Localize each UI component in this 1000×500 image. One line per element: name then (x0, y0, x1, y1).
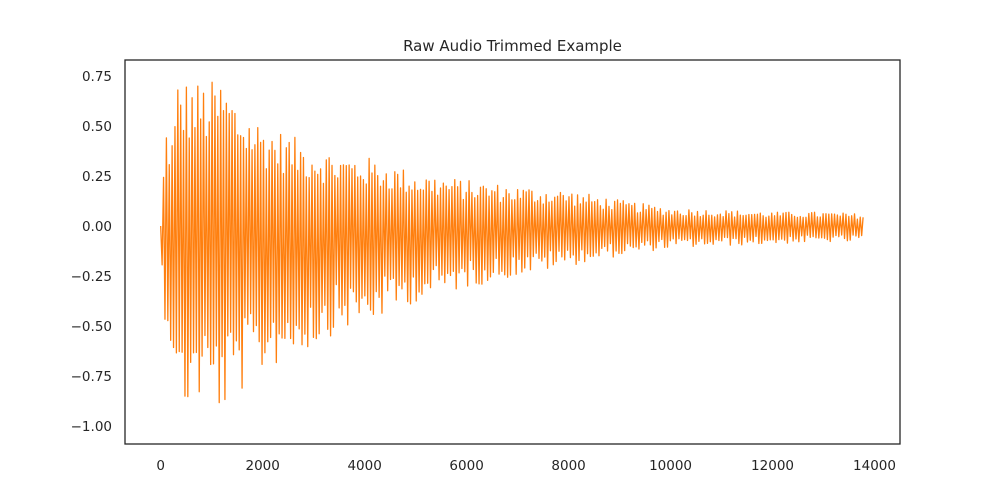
waveform-series-line (160, 81, 864, 404)
x-tick-label: 14000 (853, 458, 896, 474)
y-tick-label: −1.00 (71, 419, 112, 435)
x-tick-label: 2000 (245, 458, 279, 474)
y-tick-label: 0.50 (82, 119, 112, 135)
x-tick-label: 10000 (649, 458, 692, 474)
x-tick-label: 4000 (347, 458, 381, 474)
x-tick-label: 0 (156, 458, 165, 474)
chart-title: Raw Audio Trimmed Example (403, 37, 622, 55)
y-tick-label: −0.75 (71, 369, 112, 385)
y-axis-ticks: 0.75 0.50 0.25 0.00 −0.25 −0.50 −0.75 −1.00 (71, 69, 112, 435)
y-tick-label: −0.50 (71, 319, 112, 335)
y-tick-label: −0.25 (71, 269, 112, 285)
x-tick-label: 12000 (751, 458, 794, 474)
y-tick-label: 0.00 (82, 219, 112, 235)
plot-frame (124, 59, 901, 445)
x-axis-ticks: 0 2000 4000 6000 8000 10000 12000 14000 (156, 458, 896, 474)
y-tick-label: 0.75 (82, 69, 112, 85)
plot-area (160, 81, 864, 404)
x-tick-label: 6000 (449, 458, 483, 474)
y-tick-label: 0.25 (82, 169, 112, 185)
x-tick-label: 8000 (551, 458, 585, 474)
